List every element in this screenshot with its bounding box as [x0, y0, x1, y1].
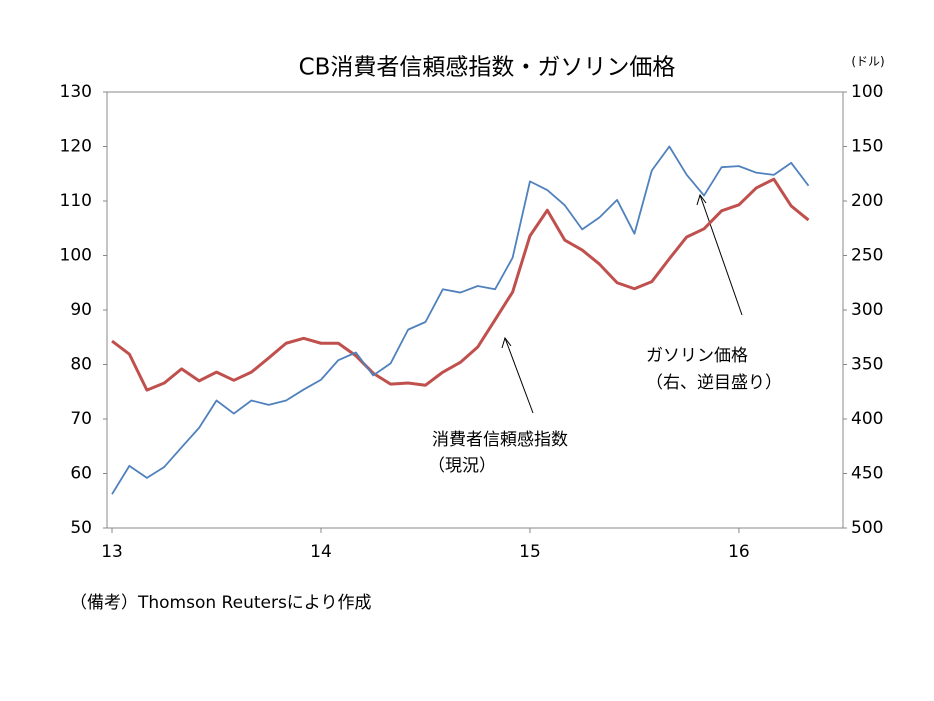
arrow-head — [501, 336, 512, 349]
y2-tick-label: 100 — [851, 82, 883, 102]
y2-tick-label: 300 — [851, 300, 883, 320]
y-tick-label: 60 — [70, 464, 92, 484]
y-tick-label: 130 — [60, 82, 92, 102]
y2-tick-label: 350 — [851, 355, 883, 375]
y-tick-label: 120 — [60, 137, 92, 157]
y2-tick-label: 500 — [851, 518, 883, 538]
x-tick-label: 14 — [310, 542, 332, 562]
chart-title: CB消費者信頼感指数・ガソリン価格 — [299, 55, 676, 81]
annotation: ガソリン価格 — [646, 346, 748, 366]
annotation: （右、逆目盛り） — [646, 373, 782, 393]
x-tick-label: 15 — [519, 542, 541, 562]
y-tick-label: 100 — [60, 246, 92, 266]
series-line — [111, 145, 810, 495]
y2-tick-label: 200 — [851, 191, 883, 211]
note: （備考）Thomson Reutersにより作成 — [70, 593, 371, 613]
arrow — [699, 194, 743, 316]
y-tick-label: 50 — [70, 518, 92, 538]
y-tick-label: 90 — [70, 300, 92, 320]
arrows — [501, 193, 743, 414]
y2-tick-label: 150 — [851, 137, 883, 157]
series-line — [111, 177, 810, 392]
arrow-head — [696, 193, 707, 206]
y2-tick-label: 250 — [851, 246, 883, 266]
y-tick-label: 80 — [70, 355, 92, 375]
x-tick-label: 13 — [101, 542, 123, 562]
y-tick-label: 70 — [70, 409, 92, 429]
x-tick-label: 16 — [728, 542, 750, 562]
y-tick-label: 110 — [60, 191, 92, 211]
annotation: 消費者信頼感指数 — [432, 430, 568, 450]
y2-tick-label: 450 — [851, 464, 883, 484]
y2-tick-label: 400 — [851, 409, 883, 429]
arrow — [504, 337, 534, 414]
y2-unit: (ドル) — [851, 55, 884, 69]
annotation: （現況） — [428, 456, 496, 476]
